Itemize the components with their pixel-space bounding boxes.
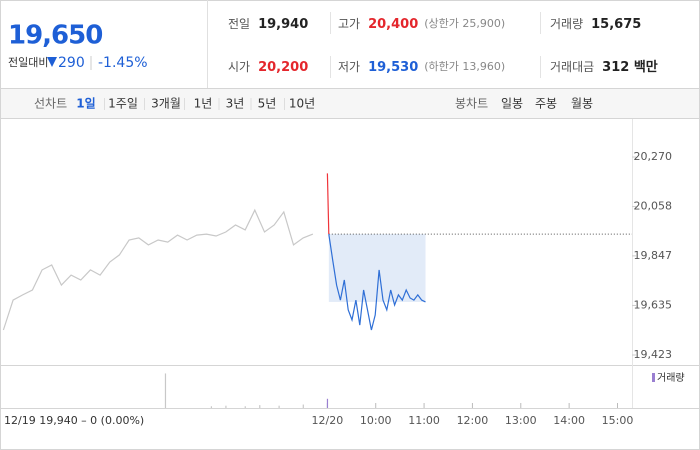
stat-value: 15,675 — [591, 17, 641, 32]
volume-bar — [326, 398, 329, 408]
period-tab[interactable]: 1일 — [76, 97, 95, 111]
stat: 거래대금 312 백만 — [550, 59, 658, 75]
volume-bar — [225, 405, 227, 408]
period-tab[interactable]: 3개월 — [151, 97, 181, 111]
y-tick-label: 20,270 — [634, 150, 673, 163]
period-tab[interactable]: 5년 — [258, 97, 277, 111]
volume-bar — [164, 373, 167, 408]
stat-label: 거래량 — [550, 17, 583, 31]
price-line — [326, 173, 330, 235]
candle-tab[interactable]: 일봉 — [501, 97, 523, 111]
stat-value: 20,400 — [368, 17, 418, 32]
prev-day-label: 12/19 19,940 – 0 (0.00%) — [4, 414, 144, 427]
stat-value: 20,200 — [258, 60, 308, 75]
y-tick-label: 19,423 — [634, 348, 673, 361]
candle-tab[interactable]: 월봉 — [571, 97, 593, 111]
stat-value: 312 백만 — [602, 59, 658, 75]
volume-bar — [210, 406, 213, 408]
stat: 전일 19,940 — [228, 17, 308, 32]
stat-label: 저가 — [338, 60, 360, 74]
y-tick-label: 19,847 — [634, 249, 673, 262]
down-arrow — [47, 57, 57, 67]
volume-bar — [259, 405, 261, 408]
change: 290 — [58, 55, 85, 71]
x-tick-label: 11:00 — [408, 414, 440, 427]
stat: 시가 20,200 — [228, 60, 308, 75]
volume-bar — [278, 405, 280, 408]
candle-chart-label: 봉차트 — [455, 97, 488, 111]
stat-value: 19,530 — [368, 60, 418, 75]
line-chart-label: 선차트 — [34, 97, 67, 111]
stat-label: 시가 — [228, 60, 250, 74]
volume-bar — [244, 406, 246, 408]
stat-label: 고가 — [338, 17, 360, 31]
candle-tab[interactable]: 주봉 — [535, 97, 557, 111]
tab-bar — [0, 88, 700, 119]
price-line — [2, 208, 314, 331]
stat-label: 전일 — [228, 17, 250, 31]
period-tab[interactable]: 1년 — [194, 97, 213, 111]
stat: 거래량 15,675 — [550, 17, 641, 32]
period-tab[interactable]: 3년 — [226, 97, 245, 111]
change-rate: -1.45% — [98, 55, 148, 71]
volume-legend-swatch — [652, 373, 655, 382]
x-tick-label: 15:00 — [602, 414, 634, 427]
stat-value: 19,940 — [258, 17, 308, 32]
stat-note: (하한가 13,960) — [424, 59, 505, 73]
x-tick-label: 13:00 — [505, 414, 537, 427]
stat: 저가 19,530 (하한가 13,960) — [338, 59, 505, 75]
x-tick-label: 14:00 — [553, 414, 585, 427]
period-tab[interactable]: 1주일 — [108, 97, 138, 111]
stat-note: (상한가 25,900) — [424, 17, 505, 30]
x-tick-label: 10:00 — [360, 414, 392, 427]
price-line — [328, 234, 426, 331]
price: 19,650 — [8, 21, 102, 51]
x-tick-label: 12:00 — [457, 414, 489, 427]
volume-legend: 거래량 — [657, 372, 685, 384]
y-tick-label: 20,058 — [634, 200, 673, 213]
change-label: 전일대비 — [8, 55, 48, 69]
volume-bar — [302, 404, 304, 408]
y-tick-label: 19,635 — [634, 298, 673, 311]
x-tick-label: 12/20 — [312, 414, 344, 427]
period-tab[interactable]: 10년 — [289, 97, 315, 111]
stat: 고가 20,400 (상한가 25,900) — [338, 17, 505, 32]
stat-label: 거래대금 — [550, 60, 594, 74]
